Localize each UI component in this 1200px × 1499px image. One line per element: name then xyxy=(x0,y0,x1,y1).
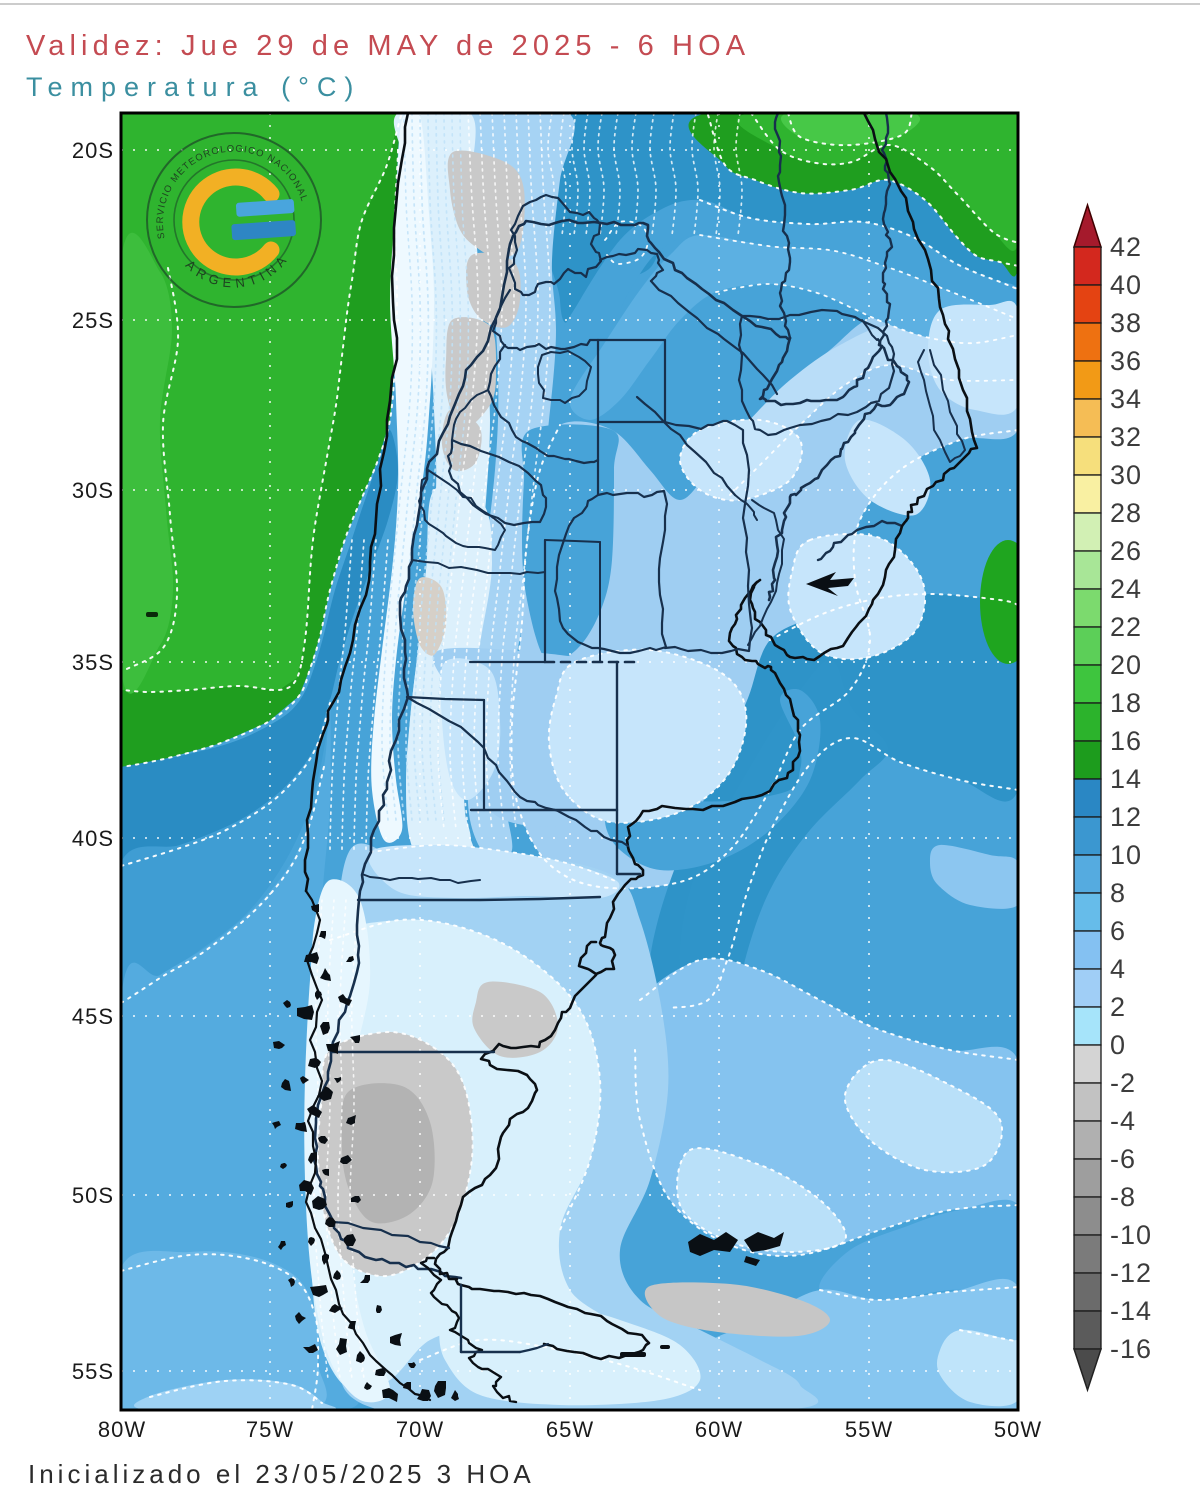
svg-text:6: 6 xyxy=(1110,916,1126,946)
svg-text:45S: 45S xyxy=(72,1004,114,1029)
svg-text:75W: 75W xyxy=(246,1417,294,1442)
svg-text:60W: 60W xyxy=(695,1417,743,1442)
svg-text:12: 12 xyxy=(1110,802,1142,832)
svg-text:32: 32 xyxy=(1110,422,1142,452)
svg-text:36: 36 xyxy=(1110,346,1142,376)
svg-text:Validez: Jue 29 de MAY de 2025: Validez: Jue 29 de MAY de 2025 - 6 HOA xyxy=(26,30,750,62)
svg-text:-8: -8 xyxy=(1110,1182,1136,1212)
svg-text:80W: 80W xyxy=(98,1417,146,1442)
svg-text:30S: 30S xyxy=(72,478,114,503)
svg-text:26: 26 xyxy=(1110,536,1142,566)
svg-text:-4: -4 xyxy=(1110,1106,1136,1136)
svg-text:70W: 70W xyxy=(396,1417,444,1442)
svg-text:38: 38 xyxy=(1110,308,1142,338)
svg-text:55S: 55S xyxy=(72,1359,114,1384)
svg-text:14: 14 xyxy=(1110,764,1142,794)
svg-text:10: 10 xyxy=(1110,840,1142,870)
svg-text:28: 28 xyxy=(1110,498,1142,528)
svg-text:24: 24 xyxy=(1110,574,1142,604)
svg-text:-10: -10 xyxy=(1110,1220,1152,1250)
svg-text:-16: -16 xyxy=(1110,1334,1152,1364)
svg-text:16: 16 xyxy=(1110,726,1142,756)
svg-text:55W: 55W xyxy=(845,1417,893,1442)
svg-text:4: 4 xyxy=(1110,954,1126,984)
svg-text:0: 0 xyxy=(1110,1030,1126,1060)
svg-text:42: 42 xyxy=(1110,232,1142,262)
svg-text:40S: 40S xyxy=(72,826,114,851)
svg-text:-12: -12 xyxy=(1110,1258,1152,1288)
svg-text:-14: -14 xyxy=(1110,1296,1152,1326)
svg-text:35S: 35S xyxy=(72,650,114,675)
svg-text:20: 20 xyxy=(1110,650,1142,680)
svg-text:8: 8 xyxy=(1110,878,1126,908)
svg-text:-6: -6 xyxy=(1110,1144,1136,1174)
svg-text:2: 2 xyxy=(1110,992,1126,1022)
svg-text:65W: 65W xyxy=(546,1417,594,1442)
svg-text:30: 30 xyxy=(1110,460,1142,490)
svg-text:Inicializado el 23/05/2025 3 H: Inicializado el 23/05/2025 3 HOA xyxy=(28,1459,535,1489)
svg-text:50S: 50S xyxy=(72,1183,114,1208)
svg-text:40: 40 xyxy=(1110,270,1142,300)
svg-text:25S: 25S xyxy=(72,308,114,333)
svg-text:50W: 50W xyxy=(994,1417,1042,1442)
svg-text:18: 18 xyxy=(1110,688,1142,718)
svg-text:Temperatura (°C): Temperatura (°C) xyxy=(26,72,361,102)
svg-text:20S: 20S xyxy=(72,138,114,163)
svg-text:-2: -2 xyxy=(1110,1068,1136,1098)
svg-text:34: 34 xyxy=(1110,384,1142,414)
svg-text:22: 22 xyxy=(1110,612,1142,642)
